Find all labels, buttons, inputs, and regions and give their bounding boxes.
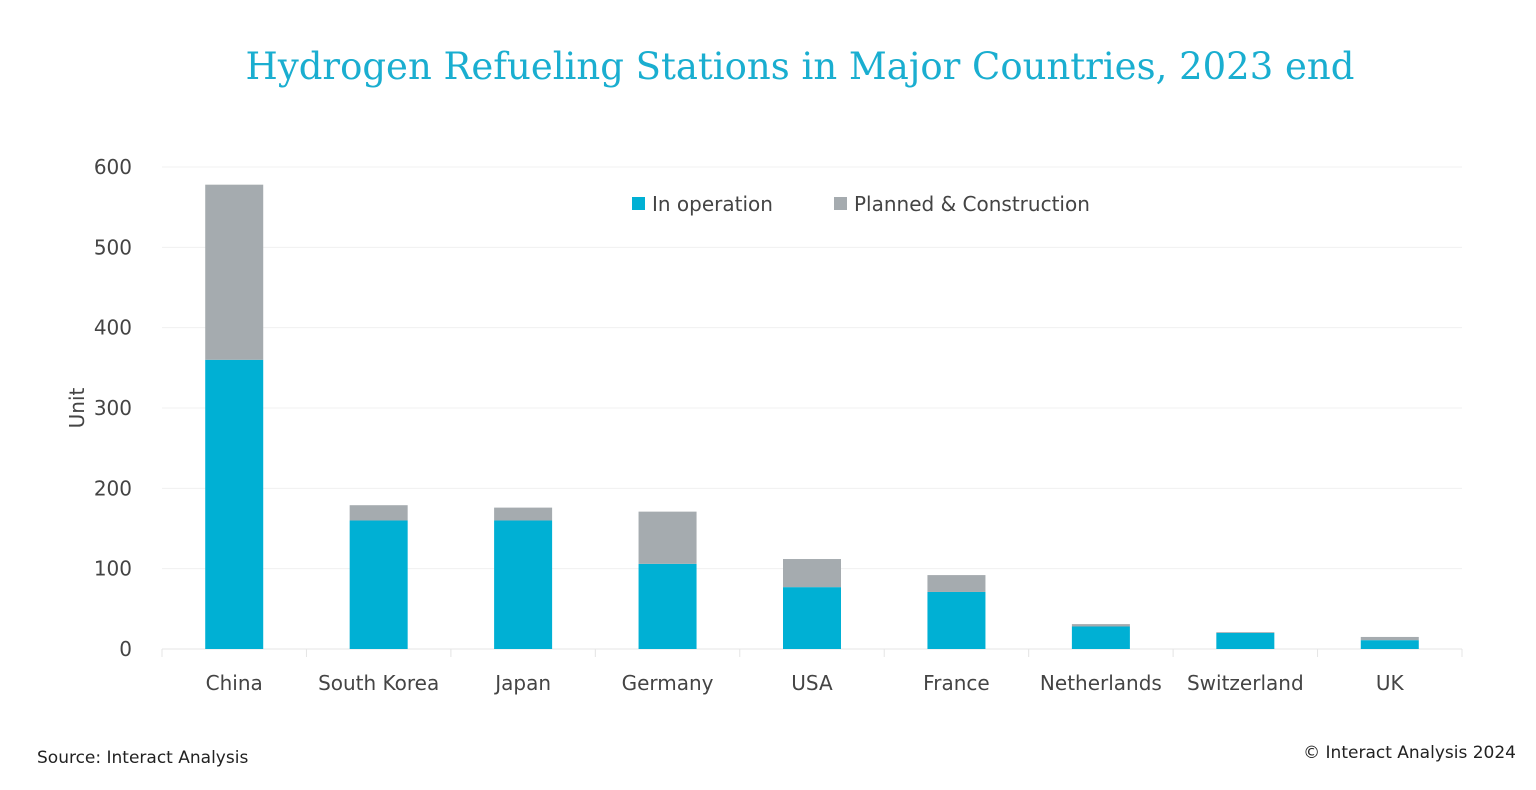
bar-planned-usa bbox=[783, 559, 841, 588]
y-tick-label: 200 bbox=[94, 476, 132, 500]
x-category-label: USA bbox=[791, 671, 833, 695]
bar-in-operation-japan bbox=[494, 520, 553, 649]
bar-in-operation-south-korea bbox=[349, 520, 408, 649]
bar-planned-japan bbox=[494, 507, 553, 521]
bar-in-operation-usa bbox=[783, 587, 841, 649]
x-category-label: Switzerland bbox=[1187, 671, 1304, 695]
x-category-label: France bbox=[923, 671, 990, 695]
bar-in-operation-netherlands bbox=[1071, 626, 1130, 649]
bar-planned-uk bbox=[1360, 636, 1419, 641]
bar-in-operation-germany bbox=[638, 563, 697, 649]
x-category-label: South Korea bbox=[318, 671, 439, 695]
bar-in-operation-switzerland bbox=[1216, 632, 1275, 649]
y-tick-label: 500 bbox=[94, 235, 132, 259]
bar-planned-netherlands bbox=[1071, 624, 1130, 627]
bar-planned-south-korea bbox=[349, 505, 408, 521]
x-category-label: Netherlands bbox=[1040, 671, 1162, 695]
legend-label: In operation bbox=[652, 192, 773, 216]
bar-planned-germany bbox=[638, 511, 697, 564]
legend-swatch bbox=[834, 197, 847, 210]
legend-swatch bbox=[632, 197, 645, 210]
bar-in-operation-china bbox=[205, 359, 264, 649]
y-axis-label: Unit bbox=[65, 387, 89, 428]
x-category-label: Germany bbox=[622, 671, 714, 695]
chart-title: Hydrogen Refueling Stations in Major Cou… bbox=[245, 45, 1355, 88]
y-tick-label: 400 bbox=[94, 316, 132, 340]
copyright-note: © Interact Analysis 2024 bbox=[1303, 743, 1516, 763]
bar-planned-france bbox=[927, 575, 986, 592]
bar-planned-china bbox=[205, 184, 264, 360]
legend-label: Planned & Construction bbox=[854, 192, 1090, 216]
y-tick-label: 600 bbox=[94, 155, 132, 179]
bar-planned-switzerland bbox=[1216, 632, 1275, 633]
x-category-label: Japan bbox=[493, 671, 551, 695]
x-category-label: China bbox=[206, 671, 263, 695]
y-tick-label: 0 bbox=[119, 637, 132, 661]
bar-in-operation-uk bbox=[1360, 640, 1419, 649]
source-note: Source: Interact Analysis bbox=[37, 748, 249, 768]
y-tick-label: 100 bbox=[94, 557, 132, 581]
bar-in-operation-france bbox=[927, 591, 986, 649]
x-category-label: UK bbox=[1376, 671, 1405, 695]
y-tick-label: 300 bbox=[94, 396, 132, 420]
